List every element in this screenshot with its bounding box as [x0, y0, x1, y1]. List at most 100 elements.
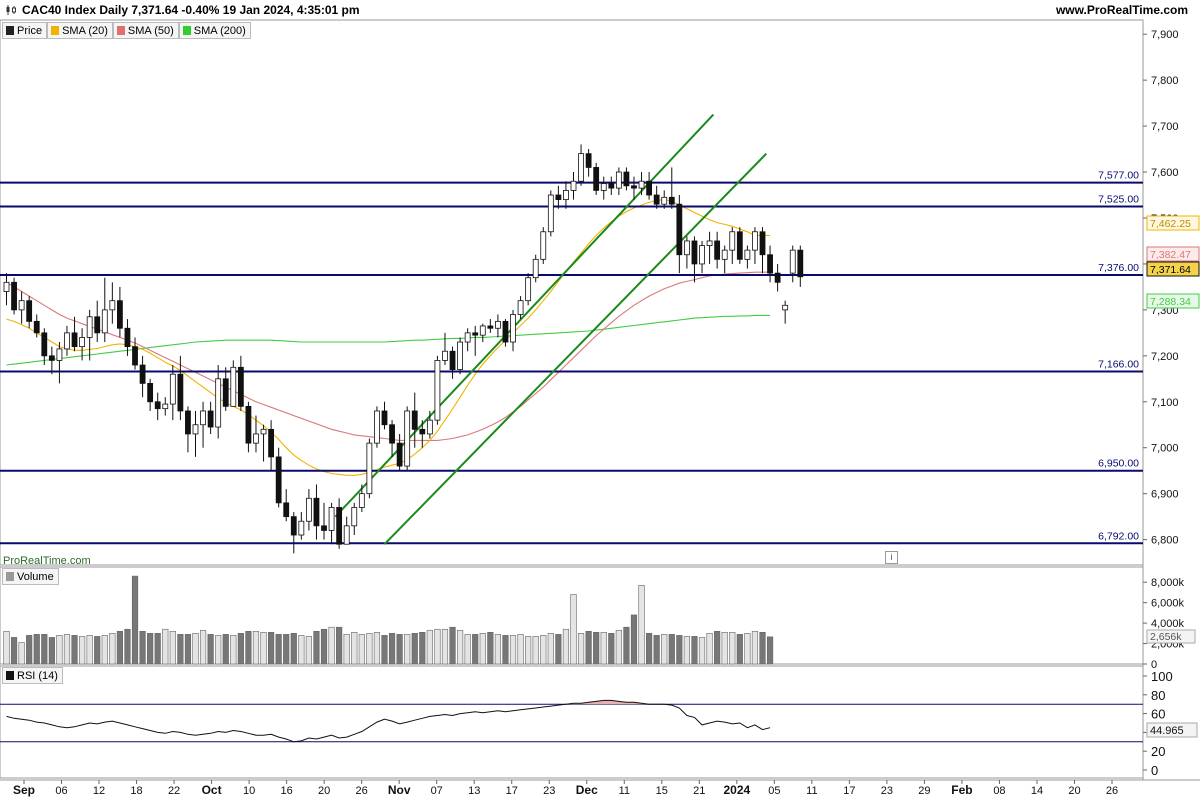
- x-tick-label: 05: [768, 785, 780, 797]
- last-value-tag-label: 7,382.47: [1150, 249, 1191, 261]
- rsi-y-tick-label: 80: [1151, 688, 1165, 703]
- volume-bar: [585, 630, 592, 665]
- volume-bar: [645, 633, 653, 665]
- volume-bar: [79, 636, 86, 665]
- volume-bar: [441, 628, 449, 665]
- candle-body: [623, 171, 630, 187]
- candle-body: [3, 281, 10, 292]
- candle-body: [109, 300, 116, 311]
- rsi-overbought-area: [569, 700, 646, 705]
- candle-body: [426, 419, 433, 435]
- volume-bar: [267, 632, 275, 665]
- volume-bar: [147, 633, 154, 665]
- x-tick-label: 11: [619, 785, 630, 797]
- level-label: 7,525.00: [1098, 193, 1139, 205]
- indicator-legend: Price SMA (20) SMA (50) SMA (200): [2, 22, 251, 39]
- volume-legend[interactable]: Volume: [2, 568, 59, 585]
- candle-body: [457, 341, 464, 371]
- candle-body: [351, 507, 358, 527]
- chart-title: CAC40 Index Daily 7,371.64 -0.40% 19 Jan…: [22, 3, 360, 17]
- volume-bar: [48, 637, 55, 665]
- volume-bar: [336, 626, 343, 665]
- level-label: 6,792.00: [1098, 530, 1139, 542]
- x-tick-label: 23: [881, 785, 893, 797]
- candle-body: [661, 196, 668, 205]
- price-y-tick-label: 7,000: [1151, 443, 1179, 455]
- legend-sma20[interactable]: SMA (20): [47, 22, 113, 39]
- legend-sma50[interactable]: SMA (50): [112, 22, 179, 39]
- candle-body: [774, 272, 781, 283]
- candle-body: [366, 442, 373, 495]
- rsi-legend[interactable]: RSI (14): [2, 667, 63, 684]
- legend-price-label: Price: [17, 24, 43, 37]
- last-value-tag-label: 7,462.25: [1150, 218, 1191, 230]
- candle-body: [71, 332, 78, 348]
- x-tick-label: 15: [656, 785, 668, 797]
- candle-body: [79, 337, 85, 348]
- volume-bar: [290, 633, 297, 665]
- last-value-tag: [1146, 215, 1200, 231]
- last-value-tag: [1146, 261, 1200, 277]
- candle-body: [298, 520, 305, 536]
- candle-body: [752, 231, 758, 251]
- volume-bar: [275, 634, 282, 665]
- brand-link[interactable]: www.ProRealTime.com: [1055, 3, 1188, 17]
- volume-bar: [358, 634, 365, 665]
- legend-sma20-label: SMA (20): [62, 24, 108, 37]
- volume-bar: [177, 634, 184, 665]
- last-value-tag: [1146, 293, 1200, 309]
- volume-bar: [3, 630, 10, 665]
- candle-body: [230, 366, 237, 407]
- rsi-legend-label: RSI (14): [17, 669, 58, 682]
- candle-body: [540, 231, 547, 260]
- price-y-tick-label: 7,900: [1151, 29, 1179, 41]
- rsi-line: [6, 699, 771, 743]
- volume-bar: [94, 636, 101, 665]
- x-tick-label: 13: [468, 785, 480, 797]
- legend-sma20-swatch: [51, 26, 60, 35]
- volume-bar: [328, 626, 335, 665]
- candle-body: [336, 507, 343, 545]
- volume-bar: [245, 630, 252, 665]
- candle-body: [328, 507, 335, 531]
- volume-bar: [169, 630, 176, 665]
- candle-body: [736, 231, 743, 260]
- volume-bar: [472, 634, 479, 665]
- price-y-tick-label: 7,700: [1151, 121, 1179, 133]
- volume-bar: [456, 629, 464, 665]
- volume-bar: [562, 628, 570, 665]
- volume-bar: [411, 633, 418, 665]
- candle-body: [608, 183, 615, 189]
- candle-body: [94, 316, 101, 334]
- x-tick-label: 17: [843, 785, 855, 797]
- volume-bar: [570, 594, 577, 665]
- candle-body: [691, 240, 698, 265]
- volume-bar: [222, 634, 229, 665]
- info-icon[interactable]: i: [885, 551, 898, 564]
- volume-bar: [698, 637, 706, 665]
- volume-bar: [721, 632, 728, 665]
- legend-sma200[interactable]: SMA (200): [178, 22, 251, 39]
- x-tick-label: 07: [431, 785, 443, 797]
- watermark: ProRealTime.com: [3, 555, 91, 567]
- candle-body: [18, 300, 25, 311]
- candle-body: [479, 325, 486, 336]
- volume-bar: [638, 584, 645, 665]
- candle-body: [41, 332, 48, 357]
- volume-bar: [86, 635, 93, 665]
- rsi-y-tick-label: 60: [1151, 707, 1165, 722]
- volume-bar: [184, 634, 192, 665]
- candle-body: [721, 249, 728, 260]
- rsi-y-tick-label: 100: [1151, 669, 1173, 684]
- legend-price[interactable]: Price: [2, 22, 48, 39]
- volume-bar: [305, 636, 313, 665]
- volume-bar: [487, 632, 494, 665]
- volume-bar: [343, 634, 350, 665]
- candle-body: [570, 180, 577, 191]
- x-tick-label: 11: [806, 785, 817, 797]
- candle-body: [563, 190, 569, 201]
- candle-body: [487, 325, 494, 329]
- candle-body: [154, 401, 161, 410]
- candle-body: [26, 300, 33, 322]
